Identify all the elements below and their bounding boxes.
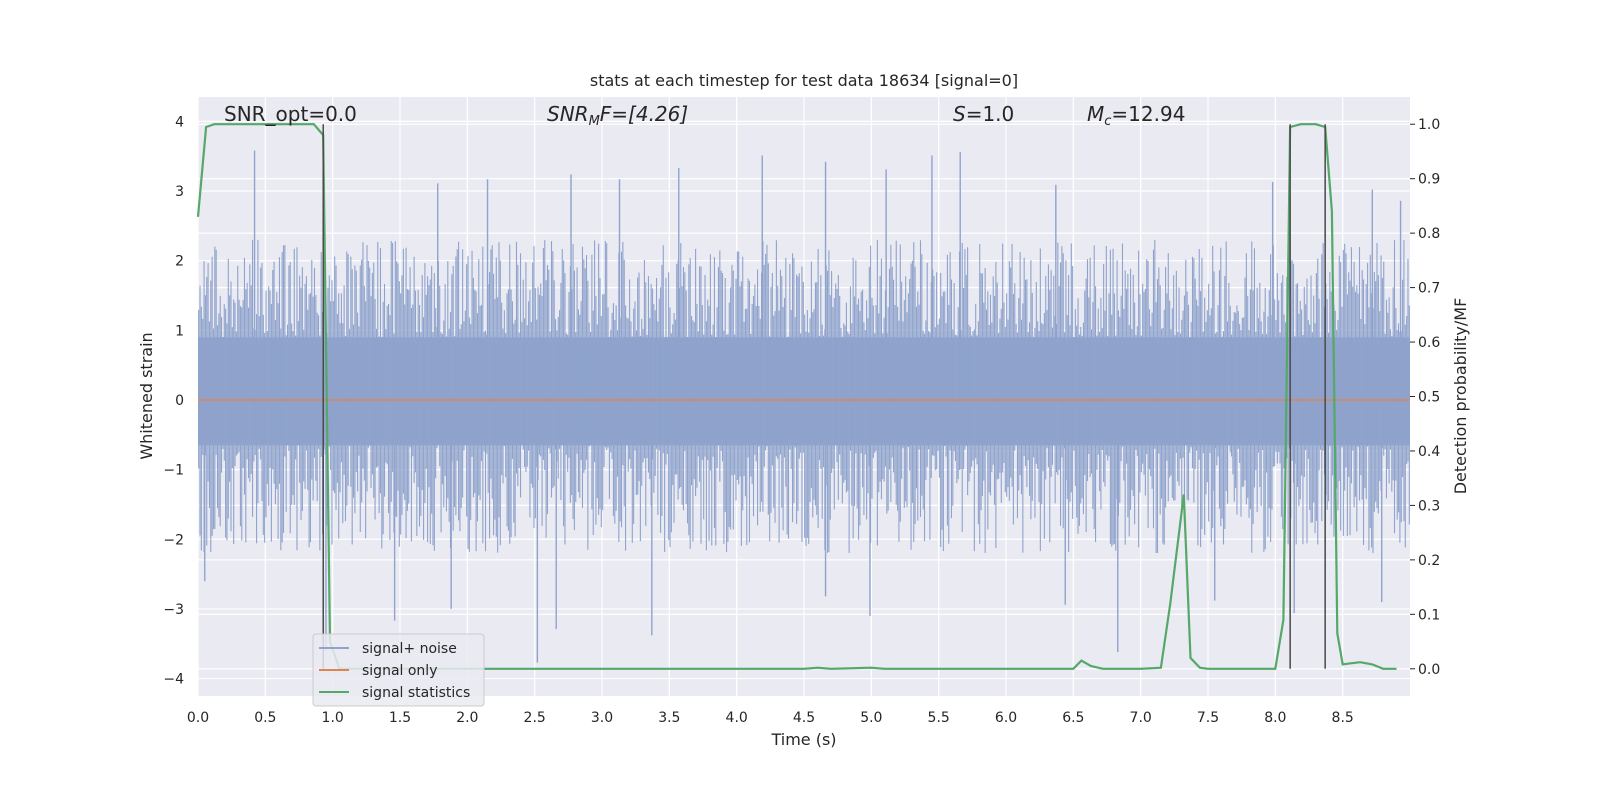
y-right-tick-label: 0.9 xyxy=(1418,172,1440,188)
legend-box xyxy=(312,633,485,707)
noise-body-band xyxy=(198,337,1410,446)
y-axis-title: Whitened strain xyxy=(137,332,156,459)
mc-annotation: Mc=12.94 xyxy=(1087,102,1185,129)
signal-statistics-series xyxy=(196,123,1397,670)
x-tick-label: 4.5 xyxy=(793,710,815,726)
y-tick-label: 0 xyxy=(175,393,184,409)
x-axis-ticks: 0.0 0.5 1.0 1.5 2.0 2.5 3.0 3.5 4.0 4.5 5.0 5.5 6.0 6… xyxy=(187,710,1354,726)
legend-label-signal-noise: signal+ noise xyxy=(362,641,457,657)
legend-label-signal-statistics: signal statistics xyxy=(362,685,470,701)
y-tick-label: 1 xyxy=(175,323,184,339)
y-tick-label: 3 xyxy=(175,184,184,200)
x-tick-label: 6.5 xyxy=(1062,710,1084,726)
y-tick-label: −4 xyxy=(163,672,184,688)
y-right-tick-label: 0.5 xyxy=(1418,390,1440,406)
y-tick-label: −1 xyxy=(163,463,184,479)
y-right-axis-title: Detection probability/MF xyxy=(1451,298,1470,495)
x-tick-label: 0.5 xyxy=(254,710,276,726)
x-tick-label: 8.5 xyxy=(1332,710,1354,726)
y-right-tick-label: 0.8 xyxy=(1418,226,1440,242)
x-tick-label: 1.0 xyxy=(322,710,344,726)
snr-opt-annotation: SNR_opt=0.0 xyxy=(224,102,357,126)
y-right-tick-label: 0.7 xyxy=(1418,281,1440,297)
y-right-tick-label: 0.3 xyxy=(1418,498,1440,514)
signal-statistics-line xyxy=(196,123,1397,670)
y-right-tick-label: 1.0 xyxy=(1418,117,1440,133)
x-axis-title: Time (s) xyxy=(770,730,836,749)
s-annotation: S=1.0 xyxy=(953,102,1014,126)
y-right-tick-label: 0.0 xyxy=(1418,662,1440,678)
y-right-tick-label: 0.4 xyxy=(1418,444,1440,460)
y-tick-label: −3 xyxy=(163,602,184,618)
y-right-tick-label: 0.1 xyxy=(1418,607,1440,623)
chart-title: stats at each timestep for test data 186… xyxy=(590,71,1018,90)
x-tick-label: 7.5 xyxy=(1197,710,1219,726)
y-right-tick-label: 0.6 xyxy=(1418,335,1440,351)
x-tick-label: 5.0 xyxy=(860,710,882,726)
x-tick-label: 4.0 xyxy=(726,710,748,726)
x-tick-label: 6.0 xyxy=(995,710,1017,726)
y-right-axis-ticks: 1.0 0.9 0.8 0.7 0.6 0.5 0.4 0.3 0.2 0.1 0.0 xyxy=(1410,117,1440,678)
x-tick-label: 3.0 xyxy=(591,710,613,726)
legend-label-signal-only: signal only xyxy=(362,663,437,679)
vertical-marker-lines xyxy=(322,124,1326,669)
x-tick-label: 5.5 xyxy=(928,710,950,726)
y-right-tick-label: 0.2 xyxy=(1418,553,1440,569)
x-tick-label: 0.0 xyxy=(187,710,209,726)
x-tick-label: 3.5 xyxy=(658,710,680,726)
x-tick-label: 2.0 xyxy=(456,710,478,726)
legend: signal+ noise signal only signal statist… xyxy=(312,633,485,707)
x-tick-label: 2.5 xyxy=(524,710,546,726)
x-tick-label: 8.0 xyxy=(1264,710,1286,726)
x-tick-label: 7.0 xyxy=(1130,710,1152,726)
y-axis-ticks: 4 3 2 1 0 −1 −2 −3 −4 xyxy=(163,114,184,687)
y-tick-label: −2 xyxy=(163,532,184,548)
y-tick-label: 4 xyxy=(175,114,184,130)
y-tick-label: 2 xyxy=(175,254,184,270)
x-tick-label: 1.5 xyxy=(389,710,411,726)
snr-mf-annotation: SNRMF=[4.26] xyxy=(547,102,688,129)
